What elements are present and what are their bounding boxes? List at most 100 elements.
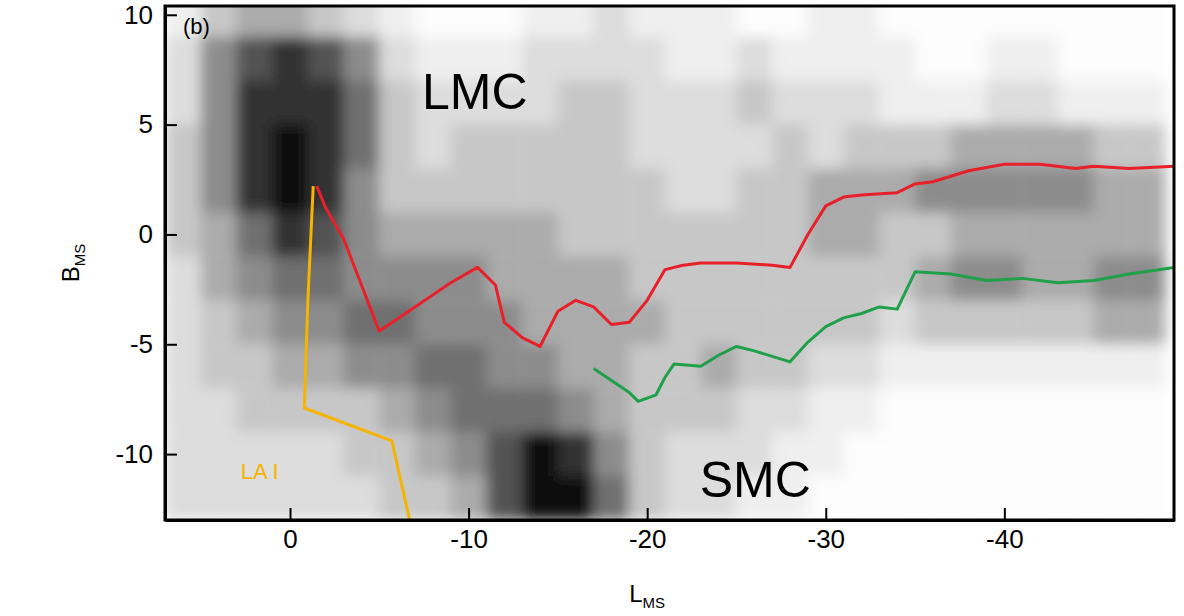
density-cell xyxy=(808,37,844,81)
density-cell xyxy=(701,81,737,125)
density-cell xyxy=(272,37,308,81)
density-cell xyxy=(736,125,772,169)
density-cell xyxy=(808,6,844,37)
density-cell xyxy=(736,37,772,81)
density-cell xyxy=(201,37,237,81)
y-tick-label: -10 xyxy=(115,439,153,469)
density-cell xyxy=(165,37,201,81)
density-cell xyxy=(415,300,451,344)
density-cell xyxy=(629,300,665,344)
density-cell xyxy=(629,125,665,169)
density-cell xyxy=(844,256,880,300)
density-cell xyxy=(451,125,487,169)
density-cell xyxy=(1129,6,1165,37)
density-cell xyxy=(772,256,808,300)
density-cell xyxy=(951,388,987,432)
density-cell xyxy=(165,169,201,213)
density-cell xyxy=(986,432,1022,476)
density-cell xyxy=(951,344,987,388)
density-cell xyxy=(1022,125,1058,169)
density-cell xyxy=(986,81,1022,125)
density-cell xyxy=(951,81,987,125)
density-cell xyxy=(665,37,701,81)
density-cell xyxy=(951,432,987,476)
density-cell xyxy=(451,212,487,256)
density-cell xyxy=(1058,6,1094,37)
density-cell xyxy=(594,169,630,213)
density-cell xyxy=(594,37,630,81)
density-cell xyxy=(844,476,880,520)
density-cell xyxy=(236,344,272,388)
region-label: LMC xyxy=(422,64,528,120)
density-cell xyxy=(1094,212,1130,256)
y-tick-label: 5 xyxy=(139,109,153,139)
density-cell xyxy=(415,125,451,169)
density-cell xyxy=(736,212,772,256)
density-cell xyxy=(844,81,880,125)
density-cell xyxy=(1094,300,1130,344)
density-cell xyxy=(558,344,594,388)
density-cell xyxy=(272,81,308,125)
density-cell xyxy=(915,212,951,256)
density-cell xyxy=(665,300,701,344)
density-cell xyxy=(558,212,594,256)
density-cell xyxy=(558,81,594,125)
density-cell xyxy=(772,388,808,432)
density-cell xyxy=(379,6,415,37)
density-cell xyxy=(701,300,737,344)
density-cell xyxy=(486,256,522,300)
density-cell xyxy=(486,388,522,432)
density-cell xyxy=(772,6,808,37)
density-cell xyxy=(486,476,522,520)
density-cell xyxy=(379,256,415,300)
density-cell xyxy=(201,81,237,125)
density-cell xyxy=(379,476,415,520)
density-cell xyxy=(522,432,558,476)
density-cell xyxy=(415,169,451,213)
density-cell xyxy=(772,212,808,256)
density-cell xyxy=(951,300,987,344)
density-cell xyxy=(379,388,415,432)
density-cell xyxy=(951,476,987,520)
density-cell xyxy=(629,81,665,125)
density-cell xyxy=(879,344,915,388)
density-cell xyxy=(808,81,844,125)
density-cell xyxy=(844,37,880,81)
density-cell xyxy=(486,169,522,213)
density-cell xyxy=(1129,81,1165,125)
density-cell xyxy=(201,300,237,344)
density-cell xyxy=(1129,388,1165,432)
density-cell xyxy=(1129,169,1165,213)
x-axis-line xyxy=(166,519,1175,522)
density-cell xyxy=(165,432,201,476)
density-cell xyxy=(772,37,808,81)
y-tick-mark xyxy=(165,14,177,16)
x-tick-mark xyxy=(1004,508,1006,520)
density-cell xyxy=(201,125,237,169)
density-cell xyxy=(415,388,451,432)
density-cell xyxy=(486,432,522,476)
density-cell xyxy=(915,81,951,125)
density-cell xyxy=(701,37,737,81)
density-cell xyxy=(772,81,808,125)
density-cell xyxy=(701,6,737,37)
density-cell xyxy=(201,476,237,520)
density-cell xyxy=(1129,212,1165,256)
density-cell xyxy=(1129,432,1165,476)
density-cell xyxy=(344,300,380,344)
density-cell xyxy=(379,125,415,169)
density-cell xyxy=(701,212,737,256)
density-cell xyxy=(451,169,487,213)
density-cell xyxy=(1129,476,1165,520)
density-cell xyxy=(1022,432,1058,476)
density-cell xyxy=(594,125,630,169)
y-tick-mark xyxy=(165,124,177,126)
density-cell xyxy=(344,6,380,37)
density-cell xyxy=(236,81,272,125)
density-cell xyxy=(1058,344,1094,388)
plot-frame xyxy=(165,6,1174,520)
x-tick-mark xyxy=(825,508,827,520)
density-cell xyxy=(308,125,344,169)
density-cell xyxy=(522,169,558,213)
density-cell xyxy=(915,256,951,300)
